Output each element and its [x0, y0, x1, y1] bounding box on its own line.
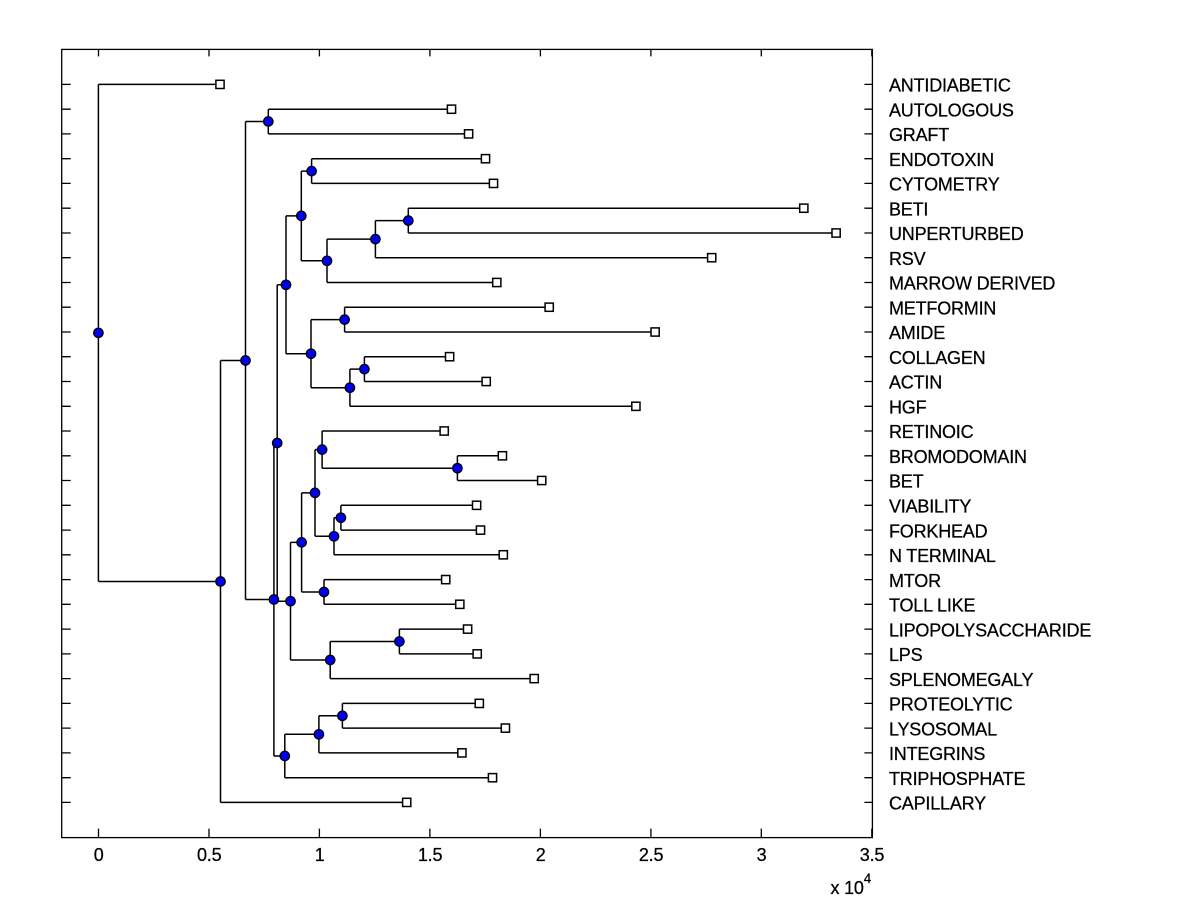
svg-text:2: 2 [536, 845, 546, 865]
svg-text:AMIDE: AMIDE [889, 323, 945, 343]
svg-text:CAPILLARY: CAPILLARY [889, 794, 986, 814]
svg-text:MARROW DERIVED: MARROW DERIVED [889, 274, 1055, 294]
svg-text:BROMODOMAIN: BROMODOMAIN [889, 447, 1027, 467]
svg-text:TOLL LIKE: TOLL LIKE [889, 596, 975, 616]
svg-text:BET: BET [889, 472, 924, 492]
svg-text:3: 3 [757, 845, 767, 865]
svg-text:GRAFT: GRAFT [889, 125, 949, 145]
svg-text:INTEGRINS: INTEGRINS [889, 744, 985, 764]
svg-text:1: 1 [315, 845, 325, 865]
svg-text:SPLENOMEGALY: SPLENOMEGALY [889, 670, 1034, 690]
svg-text:ENDOTOXIN: ENDOTOXIN [889, 150, 994, 170]
svg-text:HGF: HGF [889, 398, 927, 418]
svg-text:TRIPHOSPHATE: TRIPHOSPHATE [889, 769, 1025, 789]
svg-text:2.5: 2.5 [639, 845, 664, 865]
svg-text:LPS: LPS [889, 645, 923, 665]
svg-text:AUTOLOGOUS: AUTOLOGOUS [889, 100, 1014, 120]
svg-text:RSV: RSV [889, 249, 926, 269]
svg-text:ACTIN: ACTIN [889, 373, 942, 393]
svg-text:BETI: BETI [889, 199, 928, 219]
svg-text:FORKHEAD: FORKHEAD [889, 521, 988, 541]
svg-text:0: 0 [94, 845, 104, 865]
svg-text:3.5: 3.5 [860, 845, 885, 865]
svg-text:0.5: 0.5 [197, 845, 222, 865]
svg-text:N TERMINAL: N TERMINAL [889, 546, 996, 566]
svg-text:MTOR: MTOR [889, 571, 941, 591]
svg-text:ANTIDIABETIC: ANTIDIABETIC [889, 76, 1011, 96]
svg-text:COLLAGEN: COLLAGEN [889, 348, 985, 368]
svg-text:METFORMIN: METFORMIN [889, 298, 996, 318]
svg-text:CYTOMETRY: CYTOMETRY [889, 175, 1000, 195]
svg-text:RETINOIC: RETINOIC [889, 422, 974, 442]
svg-text:VIABILITY: VIABILITY [889, 497, 971, 517]
svg-text:LIPOPOLYSACCHARIDE: LIPOPOLYSACCHARIDE [889, 620, 1091, 640]
svg-text:1.5: 1.5 [418, 845, 443, 865]
svg-text:LYSOSOMAL: LYSOSOMAL [889, 719, 997, 739]
svg-text:UNPERTURBED: UNPERTURBED [889, 224, 1024, 244]
svg-text:PROTEOLYTIC: PROTEOLYTIC [889, 695, 1013, 715]
